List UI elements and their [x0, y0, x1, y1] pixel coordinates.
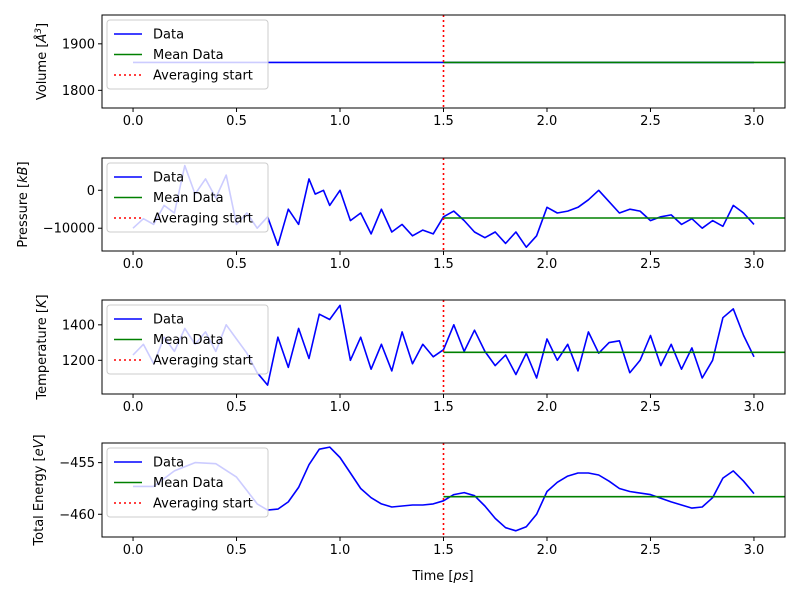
y-axis-label-part: 3 — [34, 28, 44, 34]
y-axis-label-part: ] — [32, 434, 47, 439]
legend-mean-data-label: Mean Data — [153, 48, 224, 63]
x-tick-label: 1.5 — [433, 114, 454, 129]
legend-box — [106, 19, 269, 90]
legend-averaging-start-label: Averaging start — [153, 212, 253, 227]
data-line — [133, 446, 755, 532]
x-tick-label: 2.0 — [537, 400, 558, 415]
y-axis-label: Pressure [kB] — [16, 161, 31, 247]
y-tick-label: −10000 — [43, 222, 95, 237]
x-tick-label: 3.0 — [744, 114, 765, 129]
legend-data-label: Data — [153, 313, 184, 328]
x-tick-label: 1.5 — [433, 257, 454, 272]
x-tick-label: 3.0 — [744, 400, 765, 415]
x-tick-label: 2.0 — [537, 543, 558, 558]
x-axis-label-suffix: ] — [468, 569, 473, 584]
y-axis-label-part: eV — [32, 438, 47, 456]
x-tick-label: 2.0 — [537, 114, 558, 129]
x-tick-label: 0.0 — [123, 400, 144, 415]
y-tick-label: −455 — [59, 456, 95, 471]
y-axis-label: Temperature [K] — [35, 294, 50, 400]
legend-data-label: Data — [153, 456, 184, 471]
x-tick-label: 2.5 — [640, 543, 661, 558]
x-tick-label: 1.5 — [433, 543, 454, 558]
y-axis-label-part: ] — [16, 161, 31, 166]
legend-averaging-start-label: Averaging start — [153, 497, 253, 512]
x-tick-label: 0.0 — [123, 114, 144, 129]
x-tick-label: 1.0 — [330, 114, 351, 129]
x-tick-label: 2.5 — [640, 400, 661, 415]
legend: Data Mean Data Averaging start — [106, 304, 269, 375]
legend: Data Mean Data Averaging start — [106, 447, 269, 518]
x-tick-label: 0.0 — [123, 257, 144, 272]
legend-box — [106, 304, 269, 375]
x-tick-label: 2.5 — [640, 257, 661, 272]
y-axis-label-part: Volume [ — [35, 43, 50, 101]
x-tick-label: 3.0 — [744, 543, 765, 558]
y-axis-label: Volume [Å3] — [34, 23, 50, 100]
x-axis-label-prefix: Time [ — [411, 569, 453, 584]
y-axis-label-part: Total Energy [ — [32, 456, 47, 546]
x-tick-label: 2.5 — [640, 114, 661, 129]
legend-averaging-start-label: Averaging start — [153, 69, 253, 84]
x-axis-label-unit: ps — [452, 569, 468, 584]
x-tick-label: 0.5 — [226, 400, 247, 415]
legend: Data Mean Data Averaging start — [106, 162, 269, 233]
y-tick-label: 1200 — [62, 354, 95, 369]
x-tick-label: 0.5 — [226, 543, 247, 558]
y-tick-label: −460 — [59, 508, 95, 523]
x-tick-label: 0.5 — [226, 114, 247, 129]
y-axis-label-part: Pressure [ — [16, 183, 31, 248]
panel-2: 0.0 0.5 1.0 1.5 2.0 2.5 3.0 −10000 0 Pressure [kB… — [16, 157, 786, 272]
legend: Data Mean Data Averaging start — [106, 19, 269, 90]
x-tick-label: 1.0 — [330, 400, 351, 415]
legend-mean-data-label: Mean Data — [153, 476, 224, 491]
x-axis-label: Time [ps] — [411, 569, 473, 584]
x-tick-label: 0.0 — [123, 543, 144, 558]
y-axis-label-part: Temperature [ — [35, 308, 50, 401]
x-tick-label: 2.0 — [537, 257, 558, 272]
y-axis-label-part: ] — [35, 23, 50, 28]
legend-box — [106, 447, 269, 518]
legend-mean-data-label: Mean Data — [153, 191, 224, 206]
y-tick-label: 0 — [87, 184, 95, 199]
legend-data-label: Data — [153, 171, 184, 186]
panel-3: 0.0 0.5 1.0 1.5 2.0 2.5 3.0 1200 1400 Temperature… — [35, 294, 786, 415]
x-tick-label: 1.0 — [330, 543, 351, 558]
x-tick-label: 1.5 — [433, 400, 454, 415]
panel-1: 0.0 0.5 1.0 1.5 2.0 2.5 3.0 1800 1900 Volume [Å3]… — [34, 14, 786, 129]
x-tick-label: 3.0 — [744, 257, 765, 272]
y-axis-label: Total Energy [eV] — [32, 434, 47, 546]
y-axis-label-part: ] — [35, 294, 50, 299]
y-tick-label: 1800 — [62, 84, 95, 99]
y-tick-label: 1900 — [62, 37, 95, 52]
y-axis-label-part: kB — [16, 166, 31, 183]
legend-averaging-start-label: Averaging start — [153, 354, 253, 369]
x-tick-label: 1.0 — [330, 257, 351, 272]
legend-mean-data-label: Mean Data — [153, 333, 224, 348]
legend-data-label: Data — [153, 28, 184, 43]
y-axis-label-part: K — [35, 298, 50, 308]
plot-area — [133, 446, 785, 532]
y-tick-label: 1400 — [62, 318, 95, 333]
y-axis-label-part: Å — [34, 34, 50, 44]
panel-4: 0.0 0.5 1.0 1.5 2.0 2.5 3.0 −460 −455 Total Energ… — [32, 434, 786, 558]
legend-box — [106, 162, 269, 233]
x-tick-label: 0.5 — [226, 257, 247, 272]
